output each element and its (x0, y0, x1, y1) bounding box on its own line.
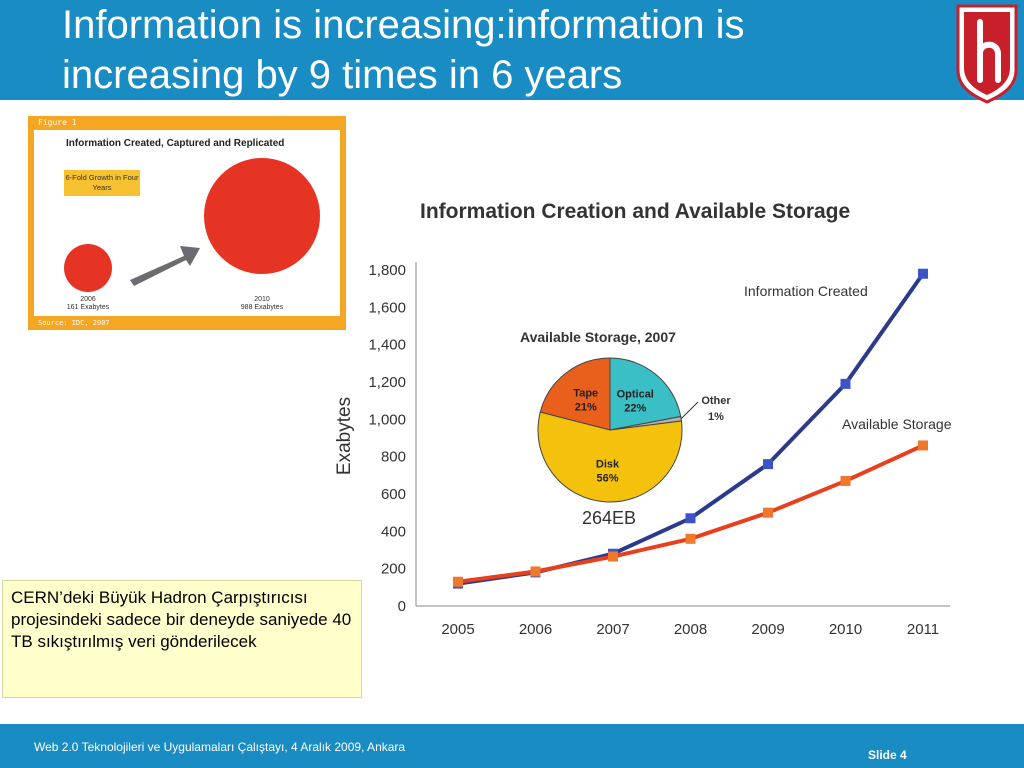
pie-total-label: 264EB (582, 508, 636, 528)
storage-chart-svg: Information Creation and Available Stora… (334, 200, 952, 638)
bubble-value-2006: 161 Exabytes (66, 304, 110, 311)
x-tick-label: 2010 (829, 621, 862, 638)
data-point-marker (685, 533, 696, 544)
bubble-value-2010: 988 Exabytes (240, 304, 284, 311)
data-point-marker (763, 459, 773, 470)
y-tick-label: 800 (381, 449, 406, 466)
footer-text: Web 2.0 Teknolojileri ve Uygulamaları Ça… (34, 740, 406, 754)
data-point-marker (685, 513, 696, 524)
pie-slice-name-other: Other (701, 395, 731, 407)
x-tick-label: 2011 (907, 621, 939, 638)
y-tick-label: 1,200 (368, 374, 406, 391)
figure-1-panel: Figure 1 Information Created, Captured a… (28, 116, 346, 330)
data-point-marker (918, 268, 928, 279)
y-tick-label: 0 (398, 598, 406, 615)
x-tick-label: 2009 (751, 621, 784, 638)
bubble-caption-2006: 2006 161 Exabytes (48, 296, 128, 312)
y-tick-label: 1,400 (368, 337, 406, 354)
y-axis-label: Exabytes (334, 397, 355, 475)
series-layer (453, 268, 928, 589)
pie-slice-name-tape: Tape (573, 388, 598, 400)
series-label-information-created: Information Created (744, 283, 868, 299)
axis-lines (415, 262, 950, 607)
figure-1-source: Source: IDC, 2007 (38, 319, 110, 327)
y-tick-label: 1,000 (368, 411, 406, 428)
pie-slice-name-disk: Disk (596, 459, 620, 471)
pie-chart: Tape 21% Optical 22% Other 1% Disk 56% (537, 357, 731, 503)
data-point-marker (763, 507, 773, 518)
slide-title-line-1: Information is increasing:information is (62, 3, 745, 47)
bubble-2010 (204, 158, 320, 274)
pie-slice-disk (537, 411, 683, 503)
figure-1-label: Figure 1 (38, 118, 77, 127)
bubble-2006 (64, 244, 112, 292)
x-tick-label: 2006 (519, 621, 552, 638)
bubble-year-2010: 2010 (254, 296, 270, 303)
y-axis-ticks: 0 200 400 600 800 1,000 1,200 1,400 1,600 1,800 (368, 262, 406, 615)
data-point-marker (840, 378, 851, 389)
pie-slice-tape (539, 357, 611, 431)
y-tick-label: 1,800 (368, 262, 406, 279)
university-logo (956, 4, 1018, 104)
figure-1-bubbles (64, 158, 320, 292)
x-tick-label: 2005 (441, 621, 474, 638)
data-point-marker (453, 576, 463, 587)
x-tick-label: 2008 (674, 621, 707, 638)
pie-slice-pct-optical: 22% (624, 402, 646, 414)
y-tick-label: 400 (381, 523, 406, 540)
y-tick-label: 200 (381, 561, 406, 578)
pie-leader-line (680, 401, 699, 420)
pie-slice-optical (609, 357, 682, 431)
chart-title: Information Creation and Available Stora… (420, 200, 850, 223)
slide-title: Information is increasing:information is… (62, 0, 942, 100)
pie-slice-name-optical: Optical (617, 388, 654, 400)
x-axis-ticks: 2005 2006 2007 2008 2009 2010 2011 (441, 621, 939, 638)
data-point-marker (918, 440, 928, 451)
storage-chart: Information Creation and Available Stora… (320, 180, 1000, 650)
data-point-marker (530, 566, 541, 577)
growth-arrow-icon (130, 246, 200, 286)
data-point-marker (608, 551, 618, 562)
y-tick-label: 1,600 (368, 299, 406, 316)
title-bar: Information is increasing:information is… (0, 0, 1024, 100)
data-point-marker (840, 475, 851, 486)
bubble-year-2006: 2006 (80, 296, 96, 303)
x-tick-label: 2007 (596, 621, 629, 638)
cern-note: CERN’deki Büyük Hadron Çarpıştırıcısı pr… (2, 580, 362, 698)
slide-title-line-2: increasing by 9 times in 6 years (62, 53, 623, 97)
figure-1-body: Information Created, Captured and Replic… (34, 130, 340, 316)
pie-slice-pct-disk: 56% (596, 473, 618, 485)
footer-bar: Web 2.0 Teknolojileri ve Uygulamaları Ça… (0, 724, 1024, 768)
series-label-available-storage: Available Storage (842, 416, 952, 432)
pie-slice-pct-tape: 21% (575, 402, 597, 414)
pie-title: Available Storage, 2007 (520, 329, 676, 345)
y-tick-label: 600 (381, 486, 406, 503)
growth-annotation: 6-Fold Growth in Four Years (64, 170, 140, 196)
bubble-caption-2010: 2010 988 Exabytes (220, 296, 304, 312)
pie-slice-pct-other: 1% (708, 411, 724, 423)
slide-number: Slide 4 (868, 748, 907, 762)
figure-1-title: Information Created, Captured and Replic… (66, 138, 285, 149)
